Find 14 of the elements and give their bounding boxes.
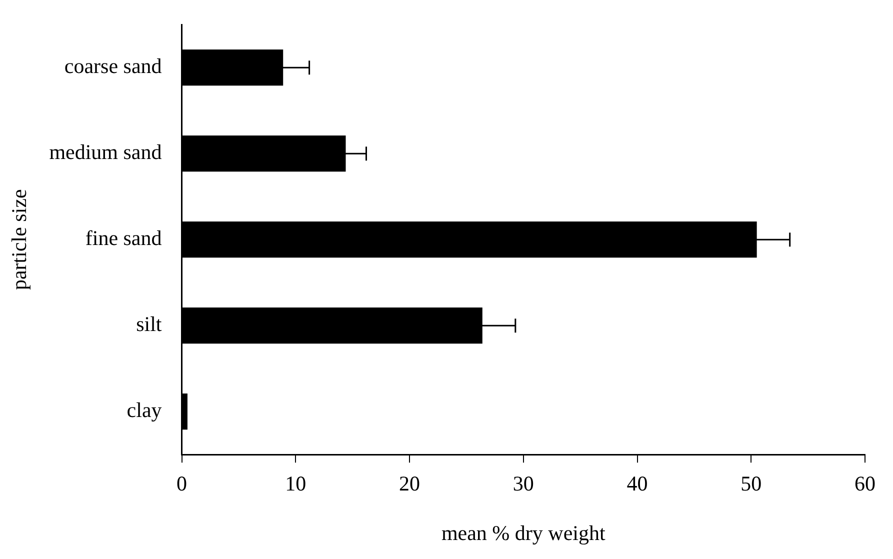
x-tick-label: 40 (626, 472, 648, 496)
y-tick-label: medium sand (49, 140, 162, 164)
y-tick-label: silt (136, 312, 162, 336)
y-tick-label: clay (126, 398, 162, 422)
y-tick-label: coarse sand (64, 54, 162, 78)
x-tick-label: 30 (512, 472, 534, 496)
x-axis-title: mean % dry weight (441, 520, 606, 545)
x-tick-label: 0 (176, 472, 188, 496)
y-axis-title: particle size (7, 189, 32, 290)
x-tick-label: 20 (399, 472, 420, 496)
x-tick-label: 50 (740, 472, 762, 496)
y-tick-label: fine sand (85, 226, 162, 250)
x-tick-label: 10 (285, 472, 306, 496)
x-tick-label: 60 (854, 472, 876, 496)
